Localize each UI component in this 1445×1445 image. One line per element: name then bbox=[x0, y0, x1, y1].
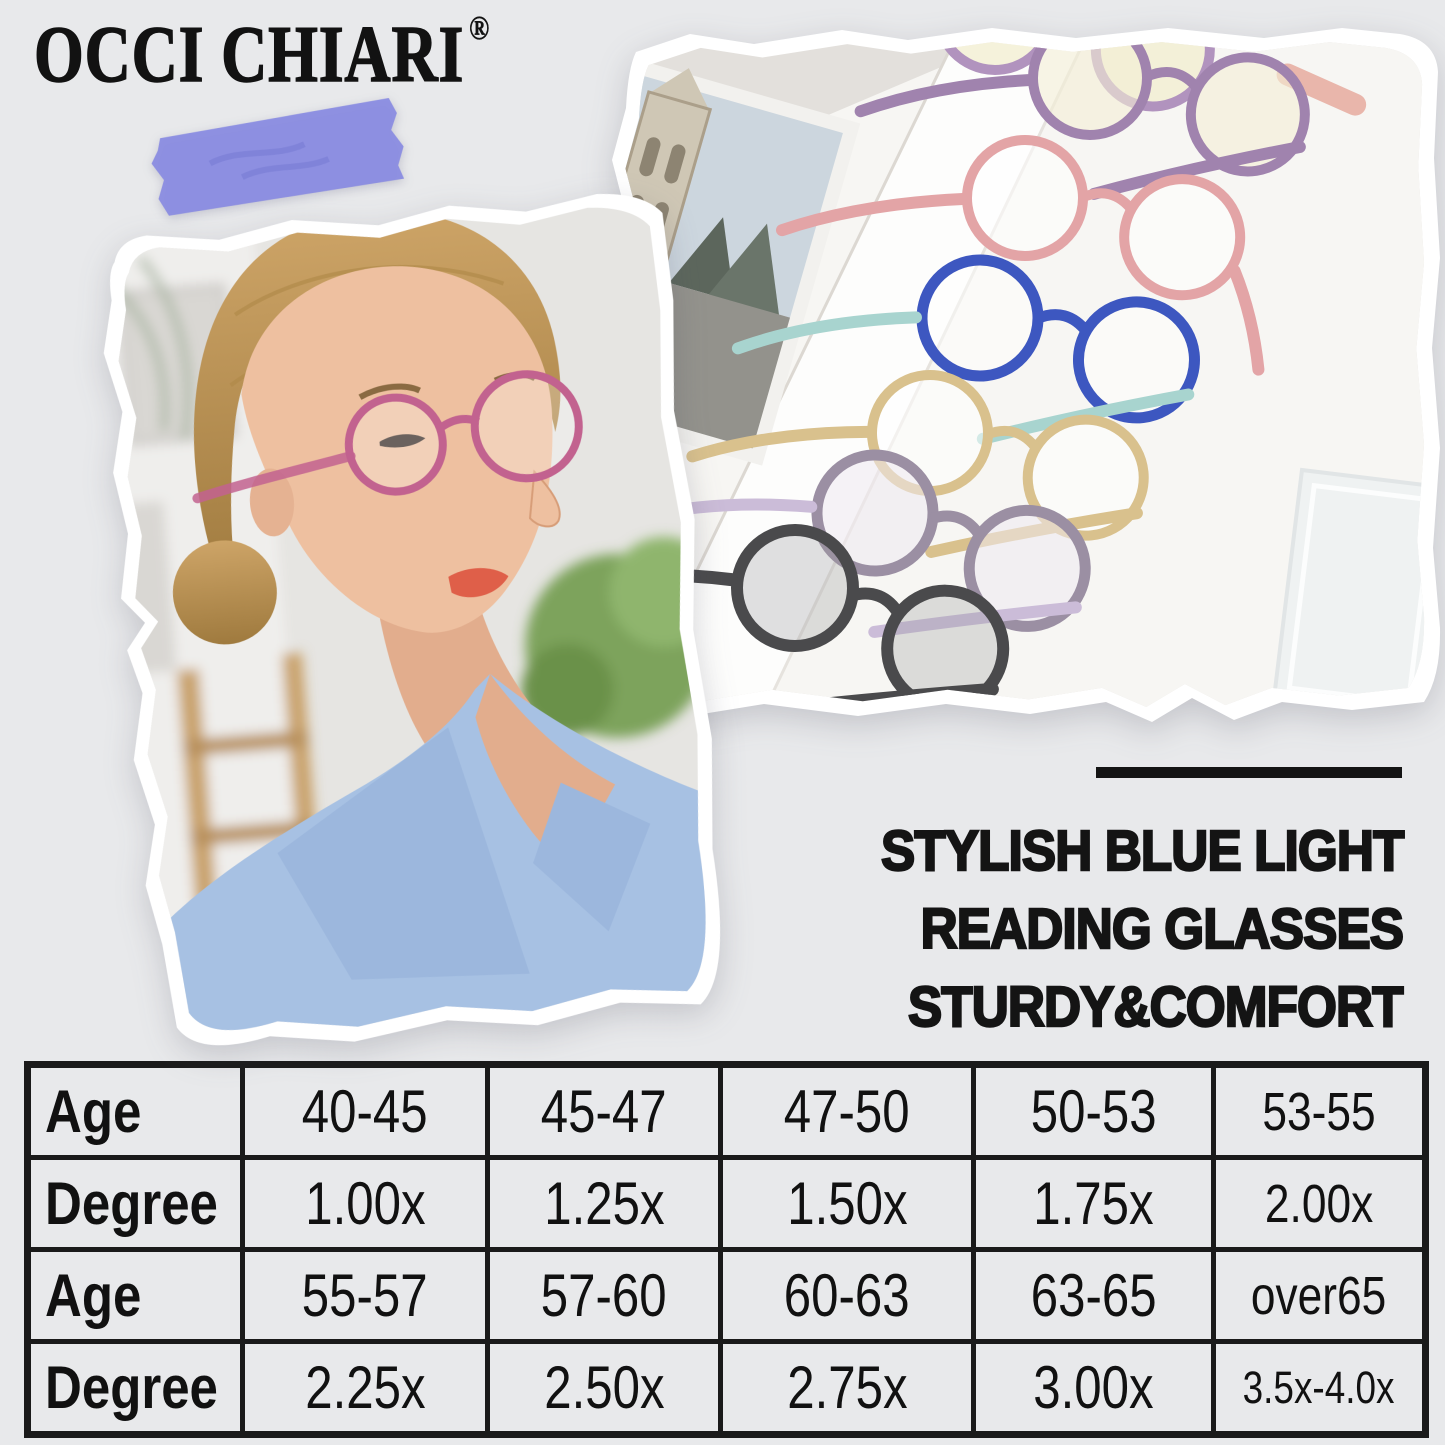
degree-cell: 3.5x-4.0x bbox=[1211, 1339, 1428, 1437]
headline-line-2: READING GLASSES bbox=[919, 896, 1405, 962]
age-cell: 47-50 bbox=[718, 1062, 976, 1160]
tape bbox=[151, 98, 405, 216]
acrylic-block bbox=[1271, 467, 1425, 708]
temple-tip bbox=[1276, 63, 1367, 116]
row-header-degree: Degree bbox=[25, 1155, 245, 1252]
headline-line-1: STYLISH BLUE LIGHT bbox=[879, 818, 1405, 884]
brand-name: OCCI CHIARI bbox=[33, 10, 465, 100]
degree-cell: 1.75x bbox=[971, 1155, 1216, 1252]
brand-logo: OCCI CHIARI ® bbox=[33, 10, 491, 101]
portrait-photo bbox=[103, 193, 721, 1046]
degree-cell: 2.25x bbox=[240, 1339, 490, 1437]
hair-bun bbox=[172, 540, 277, 645]
pink-glasses bbox=[192, 370, 583, 504]
glasses-pair-pink bbox=[775, 135, 1265, 376]
ear bbox=[249, 468, 295, 537]
face bbox=[241, 266, 553, 633]
age-cell: 50-53 bbox=[971, 1062, 1216, 1160]
headline: STYLISH BLUE LIGHT READING GLASSES STURD… bbox=[823, 812, 1405, 1046]
degree-cell: 2.50x bbox=[485, 1339, 723, 1437]
headline-line-3: STURDY&COMFORT bbox=[907, 974, 1405, 1040]
collar bbox=[533, 782, 651, 932]
row-header-age: Age bbox=[25, 1062, 245, 1160]
degree-cell: 1.50x bbox=[718, 1155, 976, 1252]
degree-cell: 1.00x bbox=[240, 1155, 490, 1252]
degree-cell: 1.25x bbox=[485, 1155, 723, 1252]
row-header-age: Age bbox=[25, 1247, 245, 1344]
age-cell: 57-60 bbox=[485, 1247, 723, 1344]
registered-trademark-icon: ® bbox=[468, 10, 491, 48]
age-cell: 45-47 bbox=[485, 1062, 723, 1160]
age-cell: 53-55 bbox=[1211, 1062, 1428, 1160]
table-row: Degree 2.25x 2.50x 2.75x 3.00x 3.5x-4.0x bbox=[25, 1339, 1428, 1437]
table-row: Age 55-57 57-60 60-63 63-65 over65 bbox=[25, 1247, 1428, 1344]
eyebrow bbox=[358, 383, 421, 400]
age-cell: 60-63 bbox=[718, 1247, 976, 1344]
degree-cell: 2.00x bbox=[1211, 1155, 1428, 1252]
eye bbox=[379, 434, 426, 448]
flatlay-photo bbox=[610, 28, 1441, 722]
tape-crease bbox=[208, 141, 330, 180]
age-cell: 40-45 bbox=[240, 1062, 490, 1160]
collar bbox=[277, 727, 530, 980]
lips bbox=[448, 568, 509, 598]
woman bbox=[144, 211, 719, 1042]
headline-rule bbox=[1096, 767, 1402, 778]
row-header-degree: Degree bbox=[25, 1339, 245, 1437]
age-cell: 63-65 bbox=[971, 1247, 1216, 1344]
table-row: Age 40-45 45-47 47-50 50-53 53-55 bbox=[25, 1062, 1428, 1160]
table-row: Degree 1.00x 1.25x 1.50x 1.75x 2.00x bbox=[25, 1155, 1428, 1252]
paper-edge bbox=[753, 42, 1102, 708]
degree-cell: 2.75x bbox=[718, 1339, 976, 1437]
age-cell: 55-57 bbox=[240, 1247, 490, 1344]
age-cell: over65 bbox=[1211, 1247, 1428, 1344]
degree-cell: 3.00x bbox=[971, 1339, 1216, 1437]
age-degree-table: Age 40-45 45-47 47-50 50-53 53-55 Degree… bbox=[24, 1061, 1429, 1438]
nose bbox=[528, 469, 561, 528]
